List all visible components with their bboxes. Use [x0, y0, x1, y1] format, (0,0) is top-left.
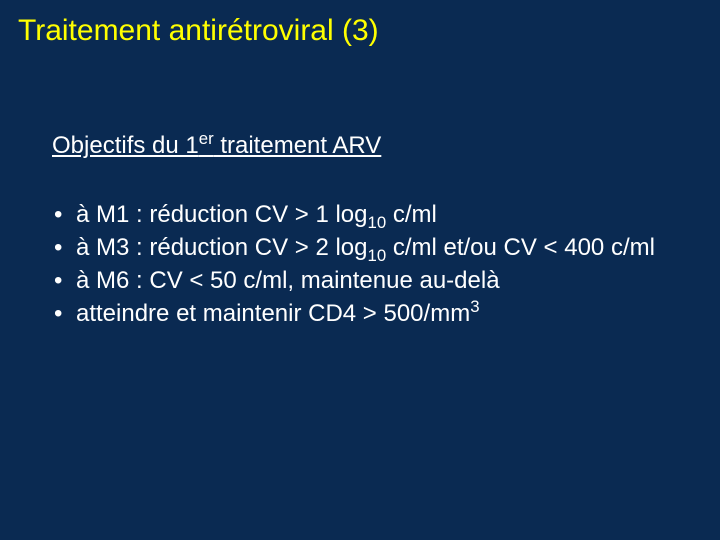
- list-item: atteindre et maintenir CD4 > 500/mm3: [54, 297, 655, 330]
- slide-subtitle: Objectifs du 1er traitement ARV: [52, 132, 381, 160]
- list-item: à M1 : réduction CV > 1 log10 c/ml: [54, 198, 655, 231]
- list-item: à M3 : réduction CV > 2 log10 c/ml et/ou…: [54, 231, 655, 264]
- slide-title: Traitement antirétroviral (3): [18, 14, 379, 48]
- bullet-list: à M1 : réduction CV > 1 log10 c/mlà M3 :…: [54, 198, 655, 330]
- list-item: à M6 : CV < 50 c/ml, maintenue au-delà: [54, 264, 655, 297]
- slide: Traitement antirétroviral (3) Objectifs …: [0, 0, 720, 540]
